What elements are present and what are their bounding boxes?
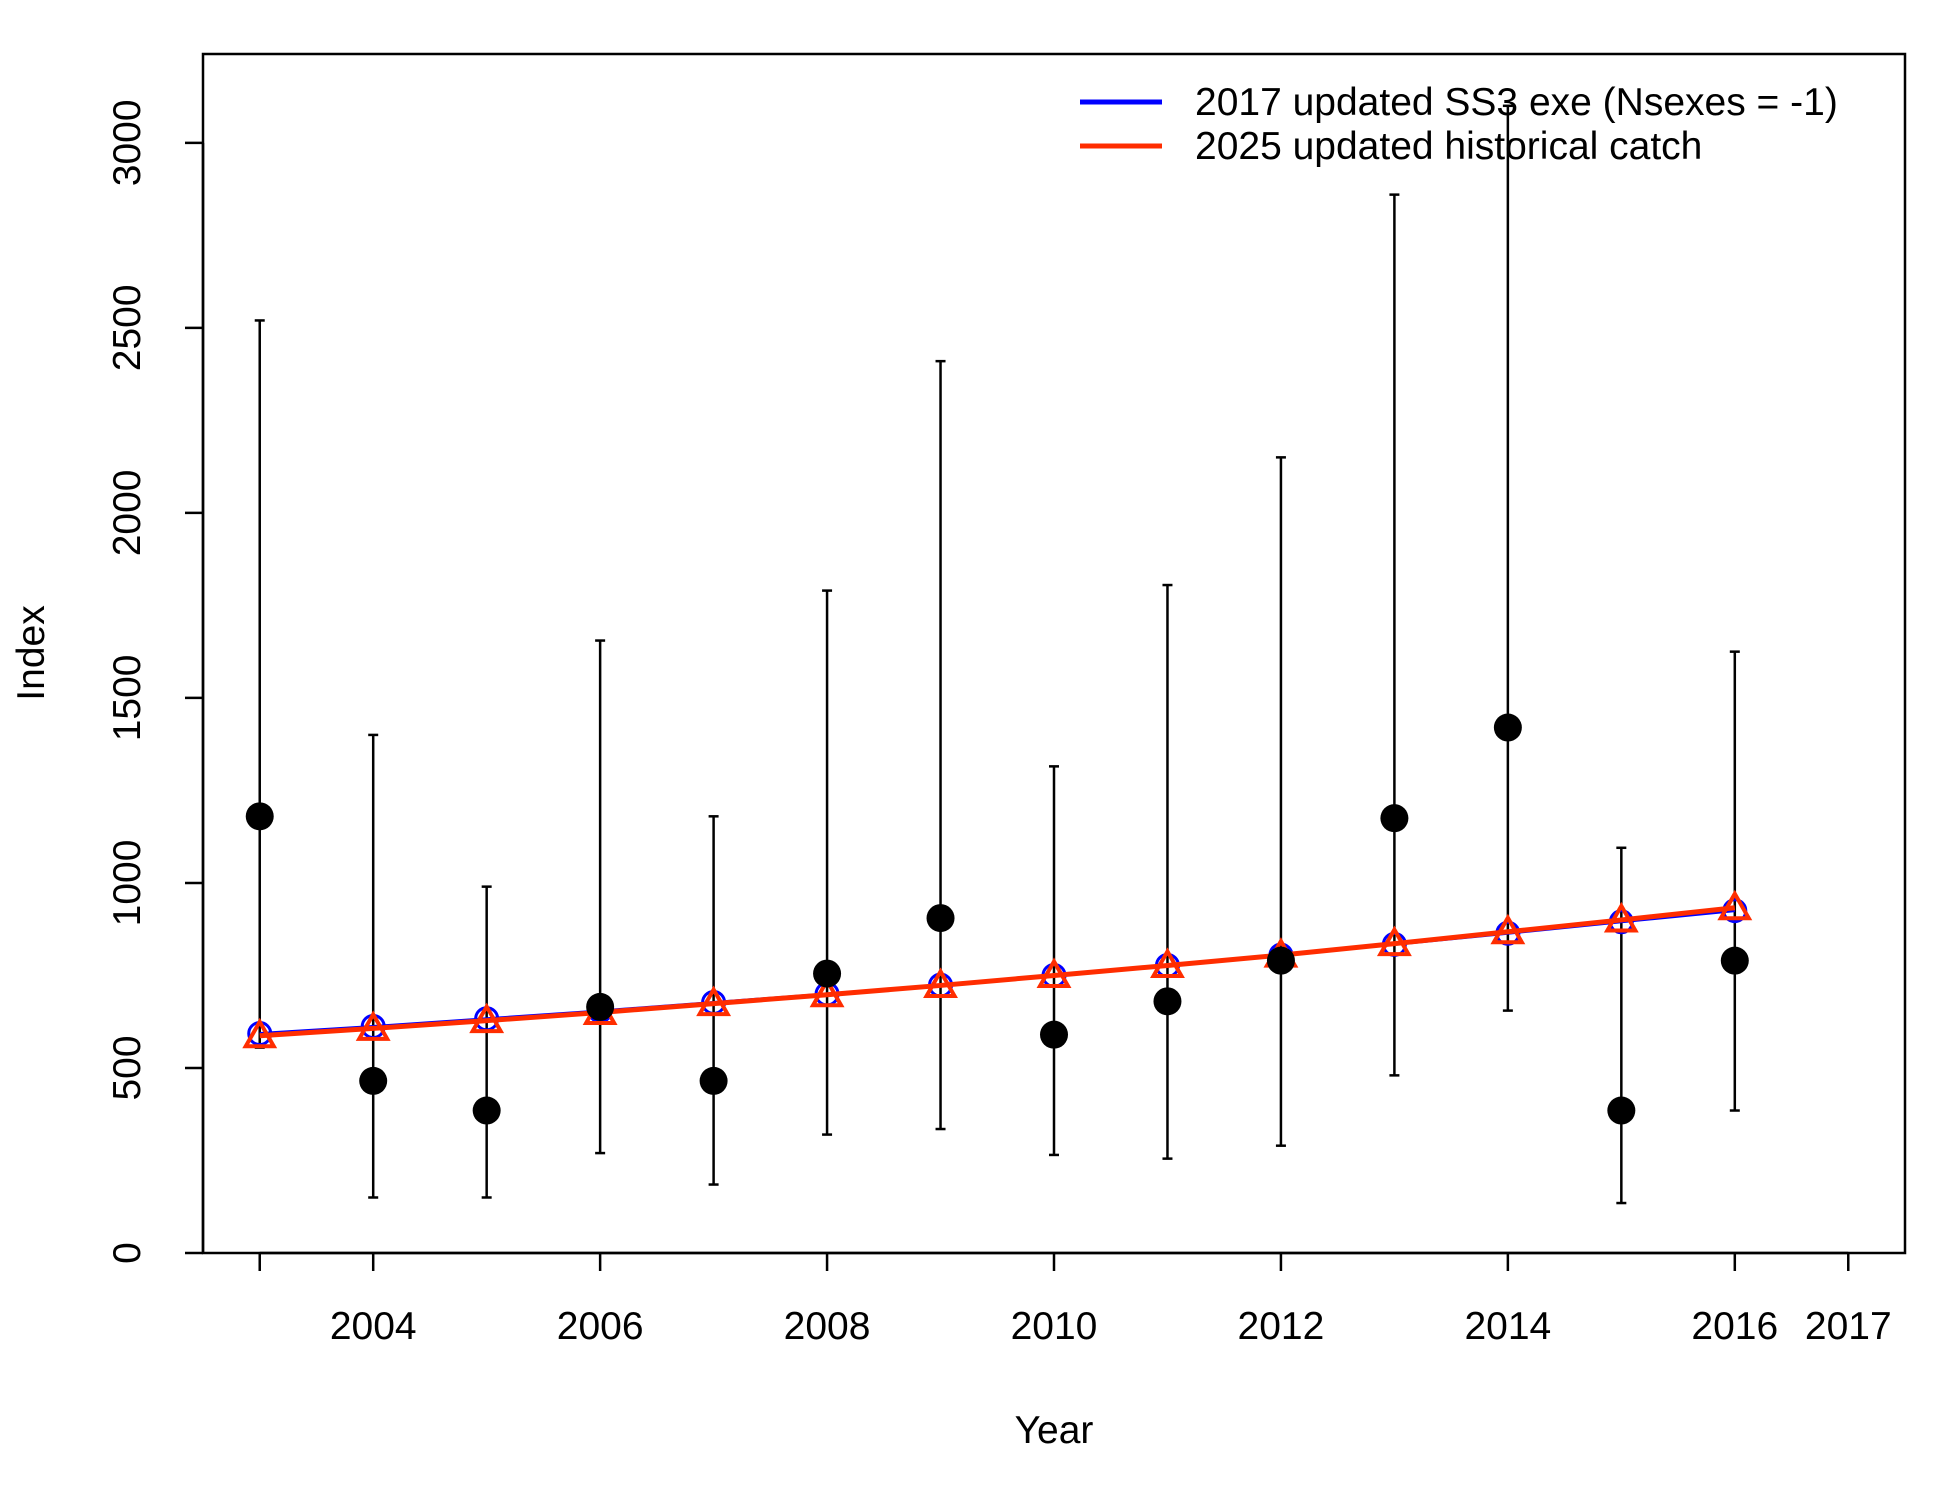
x-axis: 2004 2006 2008 2010 2012 2014 2016 2017 — [258, 1251, 1892, 1348]
y-axis: 0 500 1000 1500 2000 2500 3000 — [106, 99, 205, 1264]
x-tick-label: 2014 — [1464, 1305, 1551, 1348]
observed-point — [359, 1066, 388, 1095]
series-point — [469, 1002, 505, 1034]
x-axis-title: Year — [1015, 1409, 1094, 1452]
y-tick-label: 1000 — [106, 840, 149, 927]
observed-point — [1493, 713, 1522, 742]
series-point — [1036, 957, 1072, 988]
series-lines — [242, 889, 1753, 1049]
observed-point — [586, 992, 615, 1021]
observed-point — [472, 1096, 501, 1125]
series-point — [1376, 925, 1412, 957]
x-tick-label: 2006 — [557, 1305, 644, 1348]
observed-point — [1380, 804, 1409, 833]
observed-point — [1040, 1020, 1068, 1049]
legend-label: 2017 updated SS3 exe (Nsexes = -1) — [1195, 81, 1838, 124]
observed-point — [813, 959, 842, 988]
x-tick-label: 2016 — [1691, 1305, 1778, 1348]
series-point — [355, 1010, 391, 1041]
series-point — [1717, 889, 1753, 921]
observed-points — [245, 713, 1749, 1125]
observed-point — [245, 802, 274, 831]
y-tick-label: 0 — [106, 1242, 149, 1264]
series-point — [696, 985, 732, 1017]
series-point — [1150, 947, 1185, 978]
y-tick-label: 2500 — [106, 284, 149, 371]
series-point — [1490, 913, 1526, 945]
observed-point — [1266, 946, 1295, 975]
x-tick-label: 2004 — [330, 1305, 417, 1348]
series-point — [923, 967, 958, 998]
observed-point — [1607, 1096, 1636, 1125]
y-tick-label: 3000 — [106, 99, 149, 186]
observed-point — [926, 904, 955, 933]
series-point — [1603, 901, 1639, 933]
series-line — [259, 905, 1736, 1039]
legend-label: 2025 updated historical catch — [1195, 125, 1702, 168]
x-tick-label: 2008 — [784, 1305, 871, 1348]
observed-point — [699, 1066, 728, 1095]
y-tick-label: 500 — [106, 1035, 149, 1100]
series-point — [809, 976, 845, 1008]
y-tick-label: 2000 — [106, 469, 149, 556]
observed-point — [1153, 987, 1182, 1016]
y-tick-label: 1500 — [106, 655, 149, 742]
y-axis-title: Index — [10, 605, 53, 701]
series-point — [242, 1017, 278, 1049]
x-tick-label: 2012 — [1238, 1305, 1325, 1348]
x-tick-label: 2010 — [1011, 1305, 1098, 1348]
error-bars — [254, 104, 1740, 1205]
x-tick-label: 2017 — [1805, 1305, 1892, 1348]
legend: 2017 updated SS3 exe (Nsexes = -1)2025 u… — [1080, 81, 1838, 168]
observed-point — [1720, 946, 1749, 975]
